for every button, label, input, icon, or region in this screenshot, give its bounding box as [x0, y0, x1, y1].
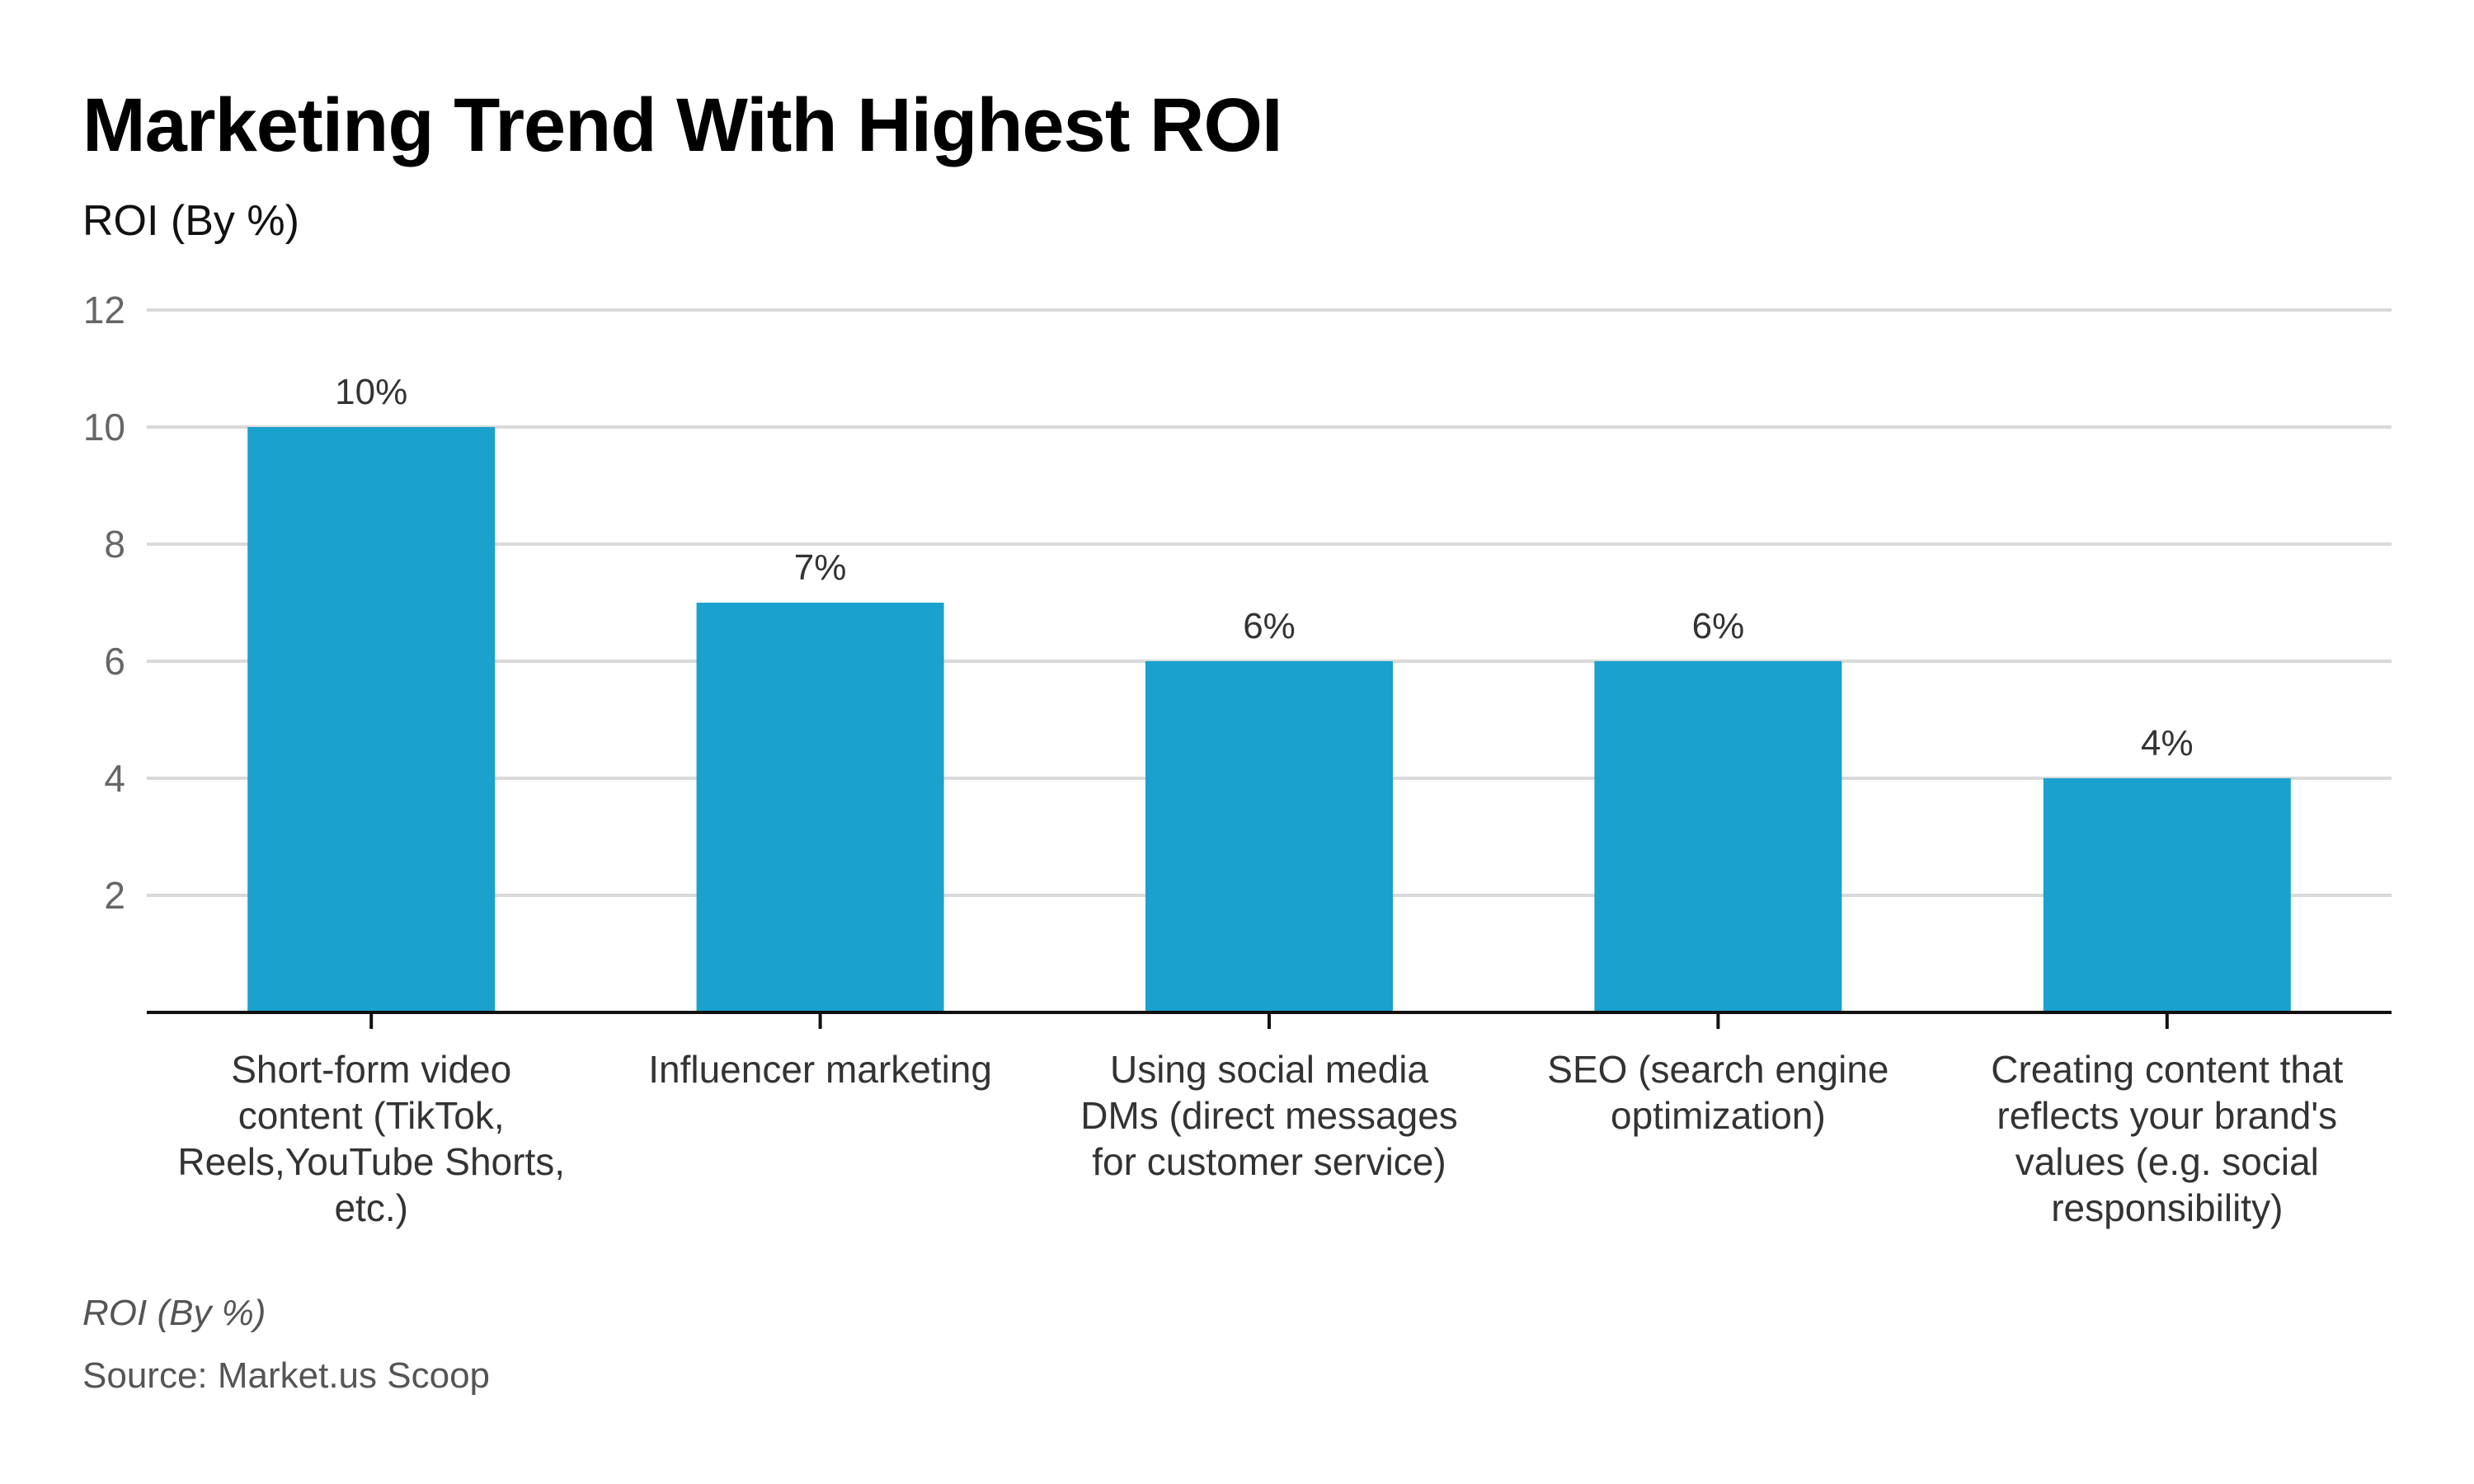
data-label: 6%	[1243, 606, 1296, 646]
data-label: 6%	[1692, 606, 1745, 646]
category-label-line: etc.)	[334, 1186, 407, 1229]
category-label-line: reflects your brand's	[1997, 1094, 2337, 1137]
bar	[1594, 661, 1842, 1012]
category-label: SEO (search engine optimization)	[1547, 1048, 1888, 1137]
source-credit: Source: Market.us Scoop	[82, 1355, 491, 1396]
category-labels: Short-form video content (TikTok, Reels,Yo…	[177, 1048, 2343, 1229]
category-label-line: Short-form video	[231, 1048, 511, 1091]
category-label-line: SEO (search engine	[1547, 1048, 1888, 1091]
bars	[247, 427, 2291, 1012]
category-label-line: optimization)	[1611, 1094, 1826, 1137]
category-label: Short-form video content (TikTok, Reels,Yo…	[177, 1048, 565, 1229]
category-label-line: values (e.g. social	[2015, 1140, 2319, 1183]
category-label-line: responsibility)	[2051, 1186, 2283, 1229]
y-tick-label: 10	[83, 406, 125, 448]
y-tick-label: 12	[83, 289, 125, 331]
data-label: 7%	[794, 547, 847, 588]
chart-subtitle: ROI (By %)	[82, 197, 299, 245]
y-axis-tick-labels: 2 4 6 8 10 12	[83, 289, 125, 917]
y-tick-label: 8	[104, 523, 125, 566]
y-tick-label: 6	[104, 640, 125, 683]
category-label-line: Reels,YouTube Shorts,	[177, 1140, 565, 1183]
category-label: Influencer marketing	[648, 1048, 992, 1091]
footer-note: ROI (By %)	[82, 1293, 266, 1333]
data-label: 4%	[2141, 723, 2194, 763]
category-label-line: Using social media	[1110, 1048, 1428, 1091]
bar	[1145, 661, 1393, 1012]
y-tick-label: 4	[104, 757, 125, 800]
category-label-line: DMs (direct messages	[1080, 1094, 1458, 1137]
category-label-line: Creating content that	[1991, 1048, 2343, 1091]
data-labels: 10% 7% 6% 6% 4%	[332, 369, 2196, 767]
chart-title: Marketing Trend With Highest ROI	[82, 83, 1283, 167]
category-label-line: content (TikTok,	[238, 1094, 505, 1137]
data-label: 10%	[335, 372, 407, 412]
category-label-line: for customer service)	[1092, 1140, 1446, 1183]
category-label: Using social media DMs (direct messages fo…	[1080, 1048, 1458, 1183]
x-axis	[147, 1011, 2392, 1029]
bar	[2043, 778, 2291, 1012]
y-tick-label: 2	[104, 874, 125, 917]
bar	[696, 603, 944, 1012]
category-label: Creating content that reflects your brand…	[1991, 1048, 2343, 1229]
bar	[247, 427, 496, 1012]
category-label-line: Influencer marketing	[648, 1048, 992, 1091]
